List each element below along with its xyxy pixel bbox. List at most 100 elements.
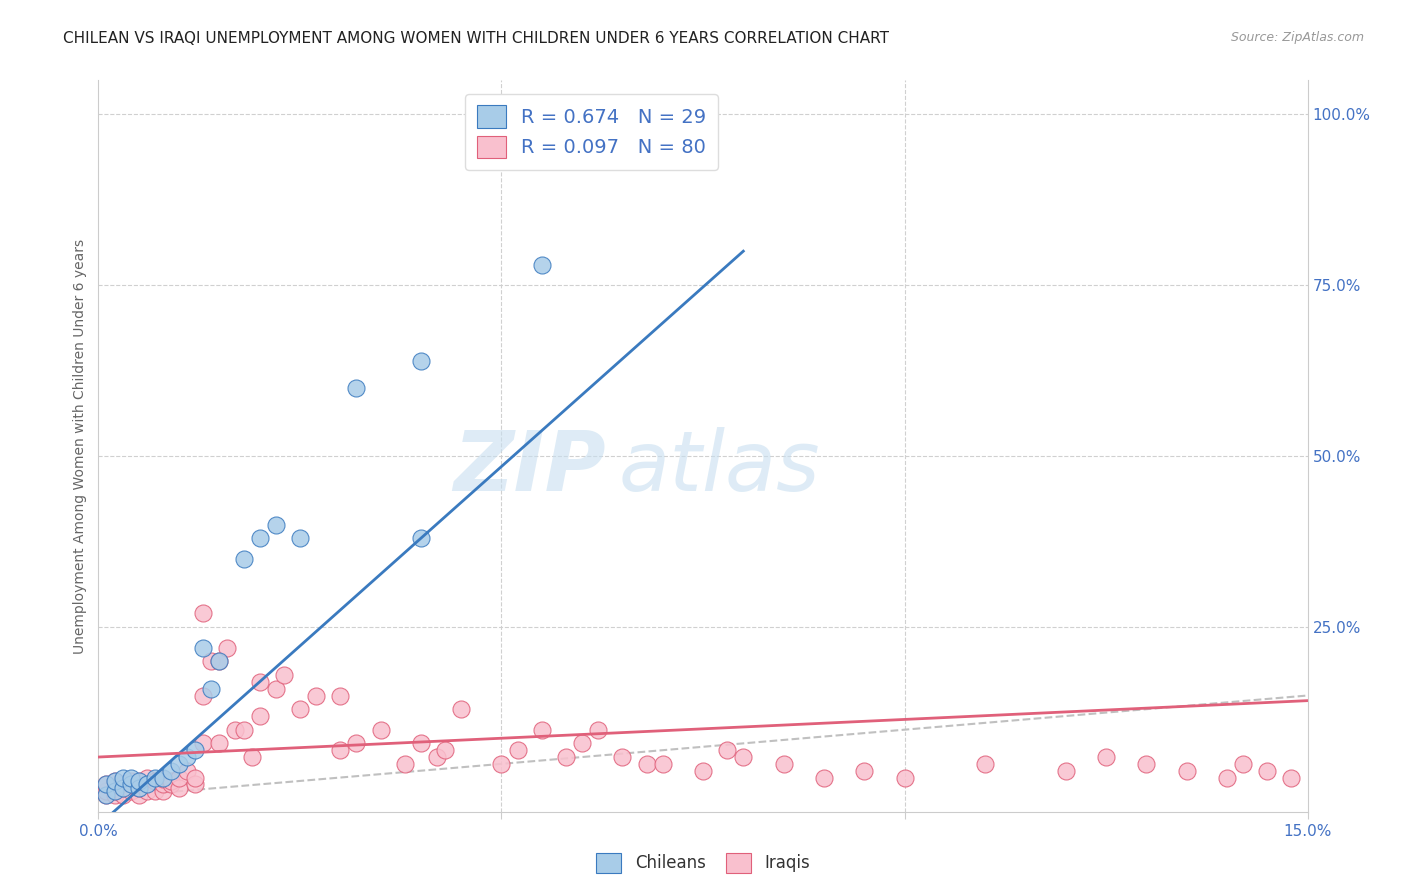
Point	[249, 709, 271, 723]
Point	[120, 771, 142, 785]
Point	[184, 777, 207, 791]
Point	[96, 788, 118, 802]
Point	[1175, 764, 1198, 778]
Point	[111, 777, 134, 791]
Point	[103, 780, 125, 795]
Point	[394, 756, 416, 771]
Point	[1216, 771, 1239, 785]
Point	[409, 353, 432, 368]
Point	[152, 784, 174, 798]
Point	[184, 771, 207, 785]
Point	[120, 777, 142, 791]
Point	[193, 736, 215, 750]
Point	[143, 771, 166, 785]
Point	[128, 780, 150, 795]
Point	[586, 723, 609, 737]
Point	[813, 771, 835, 785]
Point	[176, 750, 198, 764]
Point	[135, 784, 157, 798]
Point	[450, 702, 472, 716]
Point	[305, 689, 328, 703]
Point	[208, 736, 231, 750]
Point	[120, 784, 142, 798]
Point	[1095, 750, 1118, 764]
Point	[111, 788, 134, 802]
Point	[530, 258, 553, 272]
Point	[128, 780, 150, 795]
Point	[128, 774, 150, 789]
Legend: Chileans, Iraqis: Chileans, Iraqis	[589, 847, 817, 880]
Point	[103, 774, 125, 789]
Point	[530, 723, 553, 737]
Point	[506, 743, 529, 757]
Point	[103, 784, 125, 798]
Point	[224, 723, 246, 737]
Point	[329, 689, 352, 703]
Point	[232, 723, 254, 737]
Point	[692, 764, 714, 778]
Point	[176, 764, 198, 778]
Point	[193, 689, 215, 703]
Point	[264, 681, 287, 696]
Point	[217, 640, 239, 655]
Point	[152, 777, 174, 791]
Point	[120, 774, 142, 789]
Point	[344, 736, 367, 750]
Point	[733, 750, 755, 764]
Point	[329, 743, 352, 757]
Point	[1256, 764, 1278, 778]
Legend: R = 0.674   N = 29, R = 0.097   N = 80: R = 0.674 N = 29, R = 0.097 N = 80	[465, 94, 718, 169]
Point	[974, 756, 997, 771]
Point	[120, 777, 142, 791]
Point	[103, 788, 125, 802]
Point	[143, 774, 166, 789]
Point	[716, 743, 738, 757]
Point	[264, 517, 287, 532]
Point	[135, 771, 157, 785]
Point	[96, 788, 118, 802]
Point	[103, 774, 125, 789]
Point	[249, 674, 271, 689]
Text: ZIP: ZIP	[454, 427, 606, 508]
Text: CHILEAN VS IRAQI UNEMPLOYMENT AMONG WOMEN WITH CHILDREN UNDER 6 YEARS CORRELATIO: CHILEAN VS IRAQI UNEMPLOYMENT AMONG WOME…	[63, 31, 889, 46]
Point	[1135, 756, 1157, 771]
Point	[111, 771, 134, 785]
Text: Source: ZipAtlas.com: Source: ZipAtlas.com	[1230, 31, 1364, 45]
Point	[409, 736, 432, 750]
Point	[96, 777, 118, 791]
Point	[273, 668, 295, 682]
Point	[160, 764, 183, 778]
Point	[167, 756, 190, 771]
Point	[200, 681, 222, 696]
Point	[208, 654, 231, 668]
Point	[135, 777, 157, 791]
Point	[96, 784, 118, 798]
Point	[240, 750, 263, 764]
Point	[426, 750, 449, 764]
Point	[152, 772, 174, 786]
Point	[434, 743, 457, 757]
Point	[370, 723, 392, 737]
Point	[167, 771, 190, 785]
Point	[193, 607, 215, 621]
Point	[152, 771, 174, 785]
Point	[288, 531, 311, 545]
Point	[103, 784, 125, 798]
Point	[491, 756, 513, 771]
Point	[184, 743, 207, 757]
Point	[772, 756, 794, 771]
Point	[288, 702, 311, 716]
Point	[893, 771, 915, 785]
Point	[143, 784, 166, 798]
Point	[160, 777, 183, 791]
Point	[208, 654, 231, 668]
Point	[200, 654, 222, 668]
Point	[1054, 764, 1077, 778]
Point	[128, 774, 150, 789]
Point	[249, 531, 271, 545]
Point	[111, 780, 134, 795]
Point	[612, 750, 634, 764]
Point	[344, 381, 367, 395]
Point	[651, 756, 673, 771]
Point	[571, 142, 593, 156]
